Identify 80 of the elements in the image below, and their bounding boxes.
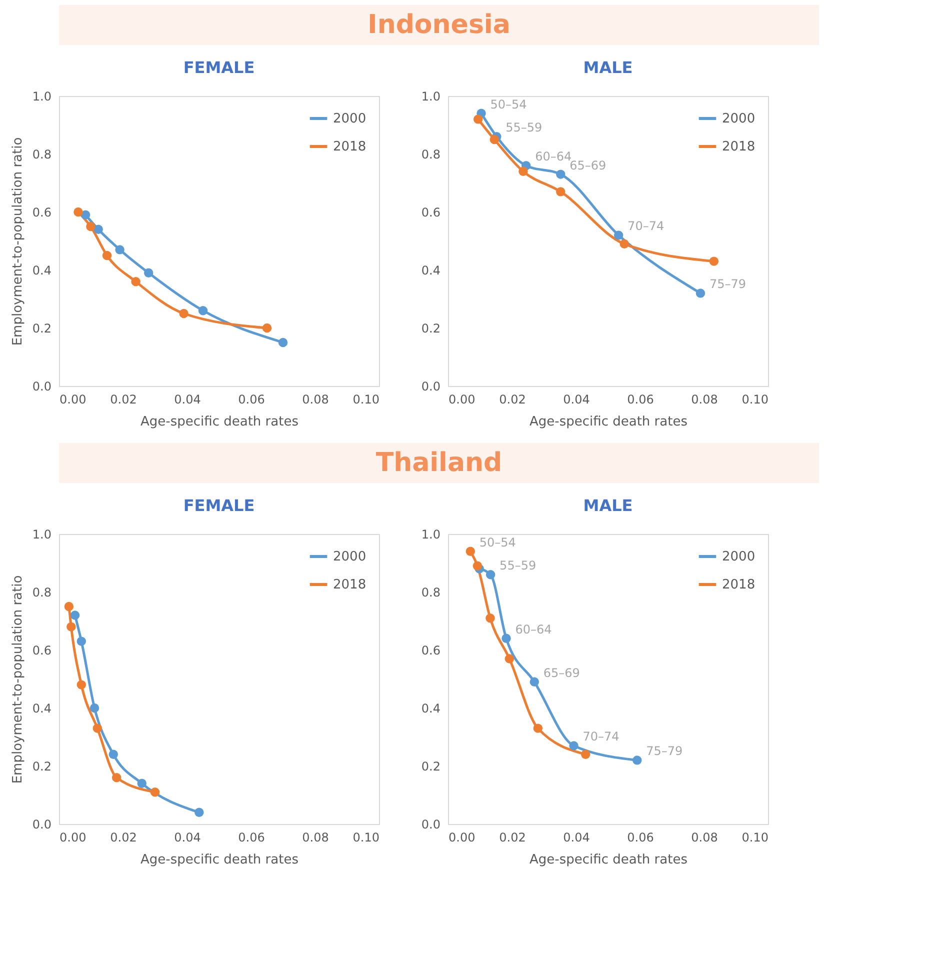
x-tick-label: 0.04 bbox=[563, 830, 590, 844]
legend-label: 2018 bbox=[333, 578, 366, 592]
legend-label: 2018 bbox=[722, 140, 756, 154]
y-tick-label: 0.2 bbox=[32, 322, 52, 336]
y-axis-title: Employment-to-population ratio bbox=[10, 137, 26, 346]
y-tick-label: 0.4 bbox=[32, 264, 52, 278]
x-tick-label: 0.06 bbox=[627, 830, 654, 844]
x-axis-title: Age-specific death rates bbox=[530, 852, 688, 868]
y-tick-label: 0.2 bbox=[421, 760, 440, 774]
chart-title: FEMALE bbox=[183, 496, 255, 515]
text: Thailand bbox=[376, 448, 502, 478]
y-tick-label: 1.0 bbox=[421, 90, 440, 104]
y-tick-label: 0.4 bbox=[421, 702, 440, 716]
x-tick-label: 0.00 bbox=[60, 830, 86, 844]
x-tick-label: 0.06 bbox=[238, 392, 265, 406]
y-tick-label: 0.0 bbox=[32, 380, 52, 394]
x-tick-label: 0.02 bbox=[110, 392, 137, 406]
y-tick-label: 0.8 bbox=[32, 148, 52, 162]
annotation: 75–79 bbox=[709, 277, 746, 292]
x-tick-label: 0.10 bbox=[742, 830, 768, 844]
x-tick-label: 0.00 bbox=[60, 392, 86, 406]
legend-label: 2018 bbox=[333, 140, 366, 154]
annotation: 60–64 bbox=[535, 150, 572, 164]
y-tick-label: 0.0 bbox=[421, 380, 440, 394]
x-tick-label: 0.04 bbox=[174, 830, 201, 844]
y-tick-label: 0.8 bbox=[421, 586, 440, 600]
x-axis-title: Age-specific death rates bbox=[530, 414, 688, 430]
y-tick-label: 0.2 bbox=[32, 760, 52, 774]
y-tick-label: 0.6 bbox=[32, 206, 52, 220]
legend-label: 2000 bbox=[722, 550, 756, 564]
annotation: 50–54 bbox=[490, 97, 527, 112]
y-tick-label: 1.0 bbox=[32, 528, 52, 542]
annotation: 75–79 bbox=[646, 744, 683, 758]
legend-label: 2018 bbox=[722, 578, 756, 592]
x-tick-label: 0.08 bbox=[691, 392, 718, 406]
annotation: 55–59 bbox=[500, 558, 536, 573]
text: Indonesia bbox=[368, 10, 510, 40]
chart-title: MALE bbox=[583, 58, 633, 77]
x-tick-label: 0.10 bbox=[352, 830, 380, 844]
y-tick-label: 0.8 bbox=[32, 586, 52, 600]
x-tick-label: 0.08 bbox=[302, 830, 329, 844]
y-tick-label: 0.8 bbox=[421, 148, 440, 162]
annotation: 55–59 bbox=[506, 120, 542, 135]
y-tick-label: 0.4 bbox=[421, 264, 440, 278]
x-tick-label: 0.00 bbox=[448, 830, 476, 844]
x-tick-label: 0.04 bbox=[174, 392, 201, 406]
x-tick-label: 0.10 bbox=[352, 392, 380, 406]
annotation: 65–69 bbox=[543, 666, 580, 680]
x-tick-label: 0.06 bbox=[627, 392, 654, 406]
x-tick-label: 0.02 bbox=[499, 830, 526, 844]
annotation: 70–74 bbox=[628, 219, 664, 234]
annotation: 50–54 bbox=[479, 535, 516, 550]
x-axis-title: Age-specific death rates bbox=[140, 414, 299, 430]
annotation: 65–69 bbox=[570, 158, 606, 172]
y-tick-label: 0.2 bbox=[421, 322, 440, 336]
chart-title: MALE bbox=[583, 496, 633, 515]
y-tick-label: 0.6 bbox=[32, 644, 52, 658]
x-tick-label: 0.04 bbox=[563, 392, 590, 406]
y-tick-label: 0.0 bbox=[32, 818, 52, 832]
x-tick-label: 0.08 bbox=[691, 830, 718, 844]
x-tick-label: 0.08 bbox=[302, 392, 329, 406]
x-tick-label: 0.02 bbox=[499, 392, 526, 406]
annotation: 70–74 bbox=[582, 730, 620, 744]
y-tick-label: 0.6 bbox=[421, 206, 440, 220]
x-axis-title: Age-specific death rates bbox=[140, 852, 299, 868]
x-tick-label: 0.06 bbox=[238, 830, 265, 844]
x-tick-label: 0.02 bbox=[110, 830, 137, 844]
chart-title: FEMALE bbox=[183, 58, 255, 77]
y-axis-title: Employment-to-population ratio bbox=[10, 575, 26, 784]
legend-label: 2000 bbox=[722, 112, 756, 126]
annotation: 60–64 bbox=[515, 622, 552, 636]
y-tick-label: 0.6 bbox=[421, 644, 440, 658]
y-tick-label: 0.0 bbox=[421, 818, 440, 832]
legend-label: 2000 bbox=[333, 112, 366, 126]
y-tick-label: 1.0 bbox=[32, 90, 52, 104]
x-tick-label: 0.00 bbox=[448, 392, 476, 406]
legend-label: 2000 bbox=[333, 550, 366, 564]
y-tick-label: 0.4 bbox=[32, 702, 52, 716]
x-tick-label: 0.10 bbox=[742, 392, 768, 406]
y-tick-label: 1.0 bbox=[421, 528, 440, 542]
